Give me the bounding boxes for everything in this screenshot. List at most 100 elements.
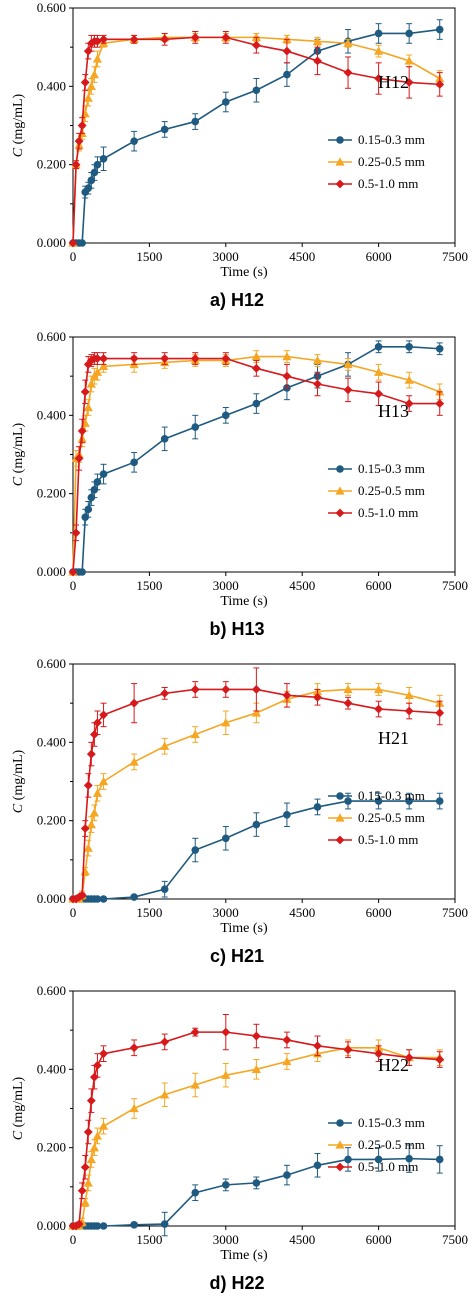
- data-point: [251, 40, 261, 50]
- data-point: [221, 32, 231, 42]
- data-point: [374, 74, 383, 83]
- data-point: [129, 354, 139, 363]
- data-point: [191, 423, 200, 431]
- x-tick-label: 1500: [136, 249, 162, 264]
- data-point: [68, 567, 78, 577]
- x-tick-label: 3000: [213, 249, 239, 264]
- data-point: [191, 846, 200, 854]
- data-point: [251, 351, 261, 361]
- x-tick-label: 4500: [289, 905, 315, 920]
- data-point: [99, 154, 108, 163]
- data-point: [160, 688, 170, 698]
- data-point: [313, 1161, 322, 1170]
- data-point: [191, 1188, 200, 1197]
- y-tick-label: 0.000: [37, 891, 66, 906]
- data-point: [435, 25, 444, 34]
- legend-label: 0.15-0.3 mm: [358, 788, 425, 803]
- panel-caption: c) H21: [210, 946, 264, 966]
- data-point: [99, 1049, 108, 1059]
- data-point: [343, 385, 353, 395]
- data-point: [313, 56, 322, 66]
- legend-marker: [335, 1162, 345, 1172]
- data-point: [344, 1155, 352, 1164]
- data-point: [252, 1179, 261, 1187]
- data-point: [86, 379, 96, 388]
- x-tick-label: 7500: [442, 578, 468, 593]
- y-tick-label: 0.000: [37, 1218, 66, 1233]
- data-point: [86, 356, 96, 365]
- data-point: [405, 342, 413, 351]
- panel-caption: a) H12: [210, 290, 264, 310]
- y-tick-label: 0.400: [37, 1061, 66, 1076]
- panel-label: H21: [378, 728, 409, 748]
- data-point: [190, 729, 200, 739]
- y-axis-label-unit: (mg/mL): [11, 1076, 26, 1130]
- data-point: [312, 355, 323, 365]
- data-point: [130, 893, 138, 901]
- x-tick-label: 6000: [366, 578, 392, 593]
- panel-label: H22: [378, 1055, 409, 1075]
- legend-marker: [335, 508, 345, 518]
- data-point: [404, 399, 414, 408]
- legend-marker: [335, 486, 345, 495]
- legend-label: 0.5-1.0 mm: [358, 1159, 418, 1174]
- data-point: [83, 1178, 93, 1187]
- legend-marker: [335, 813, 345, 822]
- data-point: [374, 367, 384, 376]
- legend: 0.15-0.3 mm 0.25-0.5 mm 0.5-1.0 mm: [328, 461, 425, 520]
- data-point: [77, 426, 87, 436]
- legend-label: 0.25-0.5 mm: [358, 1137, 425, 1152]
- x-tick-label: 6000: [366, 905, 392, 920]
- legend-label: 0.25-0.5 mm: [358, 810, 425, 825]
- data-point: [129, 698, 139, 708]
- data-point: [160, 34, 170, 44]
- data-point: [160, 1090, 170, 1099]
- y-tick-label: 0.600: [37, 656, 66, 671]
- data-point: [283, 1171, 291, 1179]
- data-point: [98, 1121, 109, 1130]
- data-point: [160, 741, 170, 750]
- data-point: [435, 708, 445, 718]
- legend-marker: [336, 1119, 344, 1127]
- data-point: [83, 781, 93, 790]
- data-point: [282, 1056, 292, 1066]
- x-tick-label: 4500: [289, 249, 315, 264]
- data-point: [80, 1162, 90, 1172]
- data-point: [313, 692, 322, 702]
- data-point: [221, 1027, 231, 1037]
- data-point: [84, 184, 93, 192]
- x-axis-label: Time (s): [220, 265, 268, 280]
- data-point: [374, 1155, 383, 1164]
- data-point: [74, 136, 84, 146]
- legend-label: 0.5-1.0 mm: [358, 505, 418, 520]
- data-point: [89, 808, 99, 817]
- data-point: [99, 34, 108, 44]
- data-point: [99, 1222, 108, 1230]
- data-point: [129, 34, 139, 44]
- data-point: [93, 895, 102, 903]
- panel-label: H12: [378, 72, 409, 92]
- data-point: [252, 399, 261, 408]
- data-point: [71, 160, 81, 170]
- series-3: [68, 667, 445, 904]
- data-point: [251, 1064, 261, 1074]
- data-point: [405, 29, 413, 38]
- y-tick-label: 0.000: [37, 564, 66, 579]
- data-point: [251, 363, 261, 373]
- chart-panel-h13: 0.000 0.200 0.400 0.600 0 1500 3000 4500 6000 750…: [11, 329, 468, 639]
- data-point: [190, 685, 200, 694]
- data-point: [160, 885, 169, 894]
- x-tick-label: 4500: [289, 1232, 315, 1247]
- legend-marker: [336, 136, 344, 144]
- series-3: [68, 31, 445, 248]
- data-point: [160, 125, 169, 134]
- y-tick-label: 0.200: [37, 813, 66, 828]
- x-tick-label: 3000: [213, 905, 239, 920]
- data-point: [92, 1131, 103, 1140]
- y-axis-label-symbol: C: [11, 147, 26, 157]
- data-point: [251, 685, 261, 694]
- data-point: [435, 79, 445, 89]
- data-point: [93, 1222, 102, 1230]
- x-axis-label: Time (s): [220, 594, 268, 609]
